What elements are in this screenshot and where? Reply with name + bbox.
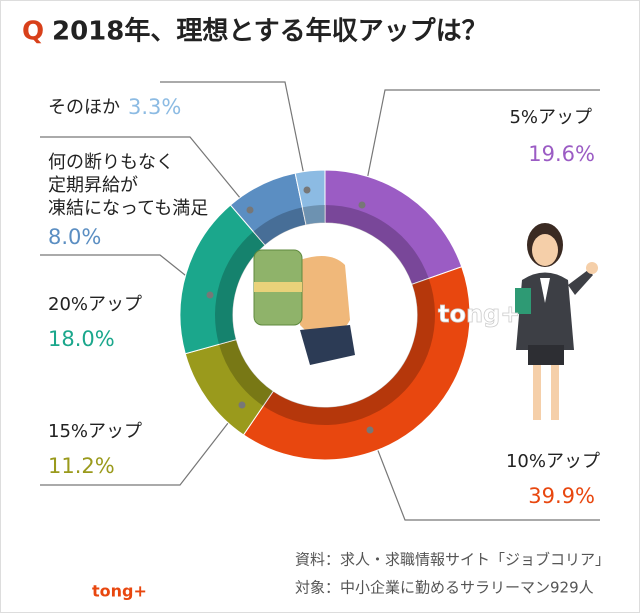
value-label: 3.3% <box>128 95 181 119</box>
woman-illustration <box>515 223 598 420</box>
category-label: そのほか <box>48 97 120 118</box>
segment-shade <box>302 205 325 225</box>
leader-dot <box>238 401 246 409</box>
money-hand <box>253 249 355 365</box>
donut <box>179 169 471 461</box>
leader-dot <box>303 186 311 194</box>
segment-shade <box>325 205 429 285</box>
leader-dot <box>366 426 374 434</box>
chart-title: 2018年、理想とする年収アップは？ <box>52 16 488 47</box>
logo: tong+ <box>92 582 147 601</box>
q-mark: Q <box>22 17 44 47</box>
segment-shade <box>215 231 266 345</box>
leader-dot <box>358 201 366 209</box>
leader-dot <box>246 206 254 214</box>
watermark-logo: tong+ <box>438 300 520 328</box>
segment-shade <box>218 339 274 406</box>
leader-lines <box>40 81 600 521</box>
source: 資料：求人・求職情報サイト「ジョブコリア」 <box>295 551 610 569</box>
subject: 対象：中小企業に勤めるサラリーマン929人 <box>295 579 594 597</box>
category-label: 5%アップ <box>509 107 592 128</box>
value-label: 19.6% <box>528 142 595 166</box>
category-label: 何の断りもなく定期昇給が凍結になっても満足 <box>48 152 208 219</box>
illustrations <box>253 223 598 420</box>
value-label: 8.0% <box>48 225 101 249</box>
value-label: 39.9% <box>528 484 595 508</box>
segment-shade <box>263 278 436 425</box>
leader-dot <box>206 291 214 299</box>
value-label: 11.2% <box>48 454 115 478</box>
category-label: 15%アップ <box>48 421 142 442</box>
category-label: 20%アップ <box>48 294 142 315</box>
category-label: 10%アップ <box>506 451 600 472</box>
segment-shade <box>253 207 307 246</box>
value-label: 18.0% <box>48 327 115 351</box>
